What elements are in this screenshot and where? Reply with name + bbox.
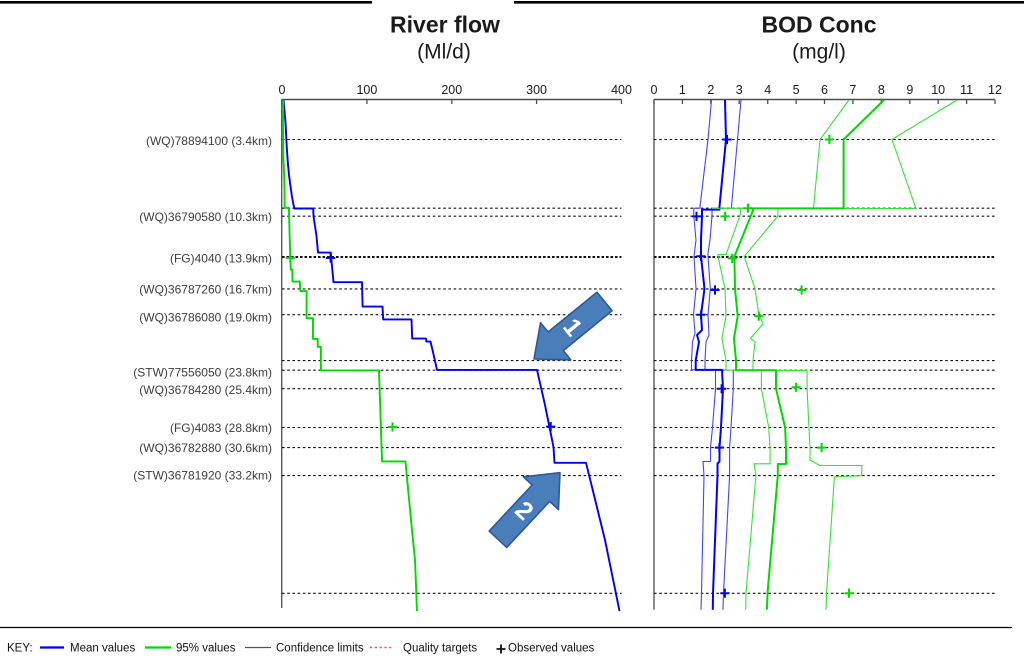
svg-text:(STW)77556050 (23.8km): (STW)77556050 (23.8km): [133, 366, 272, 380]
svg-text:0: 0: [279, 83, 286, 97]
svg-text:6: 6: [821, 83, 828, 97]
svg-text:Observed values: Observed values: [508, 643, 595, 655]
svg-text:100: 100: [356, 83, 377, 97]
svg-text:BOD Conc: BOD Conc: [762, 12, 877, 38]
svg-text:200: 200: [441, 83, 462, 97]
svg-text:KEY:: KEY:: [7, 643, 33, 655]
svg-text:5: 5: [793, 83, 800, 97]
svg-text:400: 400: [611, 83, 632, 97]
svg-text:(WQ)36787260 (16.7km): (WQ)36787260 (16.7km): [139, 283, 272, 297]
svg-text:(mg/l): (mg/l): [792, 41, 846, 64]
svg-text:(WQ)36786080 (19.0km): (WQ)36786080 (19.0km): [139, 311, 272, 325]
svg-text:(WQ)36782880 (30.6km): (WQ)36782880 (30.6km): [139, 441, 272, 455]
svg-text:(WQ)78894100 (3.4km): (WQ)78894100 (3.4km): [146, 134, 272, 148]
svg-text:11: 11: [960, 83, 973, 97]
svg-text:0: 0: [651, 83, 658, 97]
svg-text:2: 2: [707, 83, 714, 97]
svg-text:10: 10: [931, 83, 945, 97]
svg-text:9: 9: [906, 83, 913, 97]
svg-text:(Ml/d): (Ml/d): [417, 41, 471, 64]
svg-text:Confidence limits: Confidence limits: [276, 643, 364, 655]
svg-text:4: 4: [764, 83, 771, 97]
svg-text:River flow: River flow: [390, 12, 500, 38]
svg-text:95% values: 95% values: [176, 643, 236, 655]
svg-text:(WQ)36784280 (25.4km): (WQ)36784280 (25.4km): [139, 383, 272, 397]
svg-text:300: 300: [526, 83, 547, 97]
svg-text:(STW)36781920 (33.2km): (STW)36781920 (33.2km): [133, 469, 272, 483]
svg-text:(FG)4083 (28.8km): (FG)4083 (28.8km): [170, 421, 272, 435]
svg-text:7: 7: [849, 83, 856, 97]
svg-text:Quality targets: Quality targets: [403, 643, 477, 655]
svg-text:1: 1: [679, 83, 686, 97]
svg-text:3: 3: [736, 83, 743, 97]
svg-text:12: 12: [988, 83, 1002, 97]
svg-text:(FG)4040 (13.9km): (FG)4040 (13.9km): [170, 252, 272, 266]
svg-text:(WQ)36790580 (10.3km): (WQ)36790580 (10.3km): [139, 210, 272, 224]
svg-text:Mean values: Mean values: [70, 643, 135, 655]
svg-text:8: 8: [878, 83, 885, 97]
